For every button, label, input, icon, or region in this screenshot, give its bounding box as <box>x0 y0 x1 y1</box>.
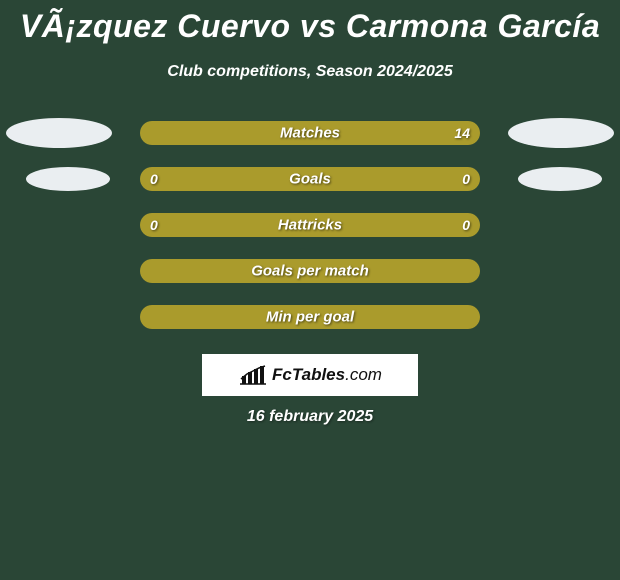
player-left-marker <box>6 118 112 148</box>
comparison-card: VÃ¡zquez Cuervo vs Carmona García Club c… <box>0 0 620 580</box>
page-title: VÃ¡zquez Cuervo vs Carmona García <box>0 0 620 45</box>
player-right-marker <box>518 167 602 191</box>
stat-left-value: 0 <box>150 171 158 187</box>
logo-domain: .com <box>345 365 382 384</box>
player-right-marker <box>508 118 614 148</box>
stat-label: Goals per match <box>251 263 369 280</box>
stat-rows: Matches 14 0 Goals 0 0 Hattricks 0 <box>0 121 620 329</box>
barchart-icon <box>238 364 268 386</box>
stat-bar-hattricks: 0 Hattricks 0 <box>140 213 480 237</box>
stat-row: Goals per match <box>0 259 620 283</box>
stat-right-value: 0 <box>462 171 470 187</box>
stat-label: Hattricks <box>278 217 342 234</box>
stat-bar-goals-per-match: Goals per match <box>140 259 480 283</box>
stat-bar-goals: 0 Goals 0 <box>140 167 480 191</box>
stat-right-value: 0 <box>462 217 470 233</box>
logo-brand: FcTables <box>272 365 345 384</box>
stat-bar-matches: Matches 14 <box>140 121 480 145</box>
attribution-logo[interactable]: FcTables.com <box>202 354 418 396</box>
stat-left-value: 0 <box>150 217 158 233</box>
stat-label: Min per goal <box>266 309 354 326</box>
stat-row: 0 Hattricks 0 <box>0 213 620 237</box>
stat-row: Min per goal <box>0 305 620 329</box>
subtitle: Club competitions, Season 2024/2025 <box>0 63 620 81</box>
stat-bar-min-per-goal: Min per goal <box>140 305 480 329</box>
stat-row: Matches 14 <box>0 121 620 145</box>
logo-text: FcTables.com <box>272 365 382 385</box>
stat-right-value: 14 <box>454 125 470 141</box>
stat-row: 0 Goals 0 <box>0 167 620 191</box>
stat-label: Matches <box>280 125 340 142</box>
snapshot-date: 16 february 2025 <box>0 408 620 426</box>
player-left-marker <box>26 167 110 191</box>
stat-label: Goals <box>289 171 331 188</box>
